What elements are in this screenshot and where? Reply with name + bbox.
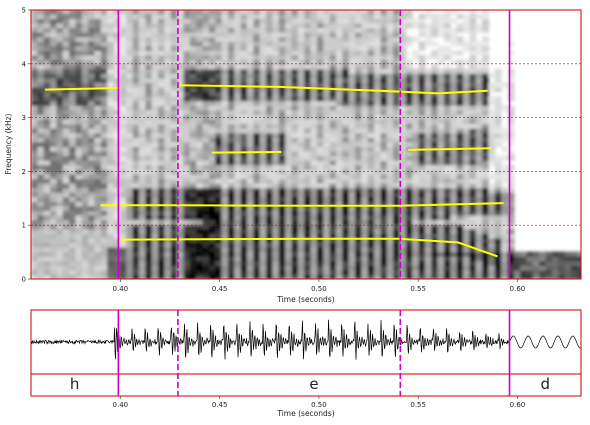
waveform-time-tick-label: 0.60 xyxy=(510,401,526,409)
spectrogram-time-tick-label: 0.50 xyxy=(311,285,327,293)
formant-track-e-f3-early xyxy=(211,151,282,154)
spectrogram-panel: 0 1 2 3 4 5 0.40 0.45 0.50 0.55 0.60 Frequency (k… xyxy=(4,7,582,304)
spectrogram-time-tick-label: 0.45 xyxy=(212,285,228,293)
formant-track-e-f4 xyxy=(179,84,488,95)
frequency-tick-label: 5 xyxy=(22,7,26,15)
formant-tracks xyxy=(44,84,504,258)
frequency-tick-label: 3 xyxy=(22,114,26,122)
spectrogram-frame xyxy=(30,9,582,280)
spectrogram-time-tick-label: 0.60 xyxy=(510,285,526,293)
waveform-panel: h e d 0.40 0.45 0.50 0.55 0.60 Time (seconds) xyxy=(30,309,582,418)
waveform-trace xyxy=(31,319,581,360)
frequency-tick-label: 1 xyxy=(22,222,26,230)
formant-track-f1 xyxy=(120,237,498,258)
frequency-axis-title: Frequency (kHz) xyxy=(4,113,13,174)
waveform-time-axis: 0.40 0.45 0.50 0.55 0.60 xyxy=(113,396,526,409)
frequency-axis: 0 1 2 3 4 5 xyxy=(22,7,31,284)
formant-track-h-f4 xyxy=(44,87,121,91)
spectrogram-time-axis: 0.40 0.45 0.50 0.55 0.60 xyxy=(113,279,526,293)
formant-track-f2 xyxy=(100,202,504,207)
formant-track-e-f3-late xyxy=(408,147,492,151)
spectrogram-time-tick-label: 0.55 xyxy=(410,285,426,293)
waveform-time-axis-title: Time (seconds) xyxy=(276,409,334,418)
waveform-time-tick-label: 0.55 xyxy=(410,401,426,409)
segment-tier-frame xyxy=(30,373,582,397)
frequency-tick-label: 2 xyxy=(22,168,26,176)
segment-label-e: e xyxy=(309,375,318,393)
frequency-tick-label: 0 xyxy=(22,276,26,284)
spectrogram-time-axis-title: Time (seconds) xyxy=(276,295,334,304)
segment-label-h: h xyxy=(70,375,80,393)
waveform-time-tick-label: 0.40 xyxy=(113,401,129,409)
waveform-time-tick-label: 0.50 xyxy=(311,401,327,409)
waveform-time-tick-label: 0.45 xyxy=(212,401,228,409)
segment-label-d: d xyxy=(540,375,550,393)
spectrogram-energy xyxy=(31,10,581,279)
spectrogram-time-tick-label: 0.40 xyxy=(113,285,129,293)
frequency-tick-label: 4 xyxy=(22,60,27,68)
segment-boundaries xyxy=(117,10,511,396)
